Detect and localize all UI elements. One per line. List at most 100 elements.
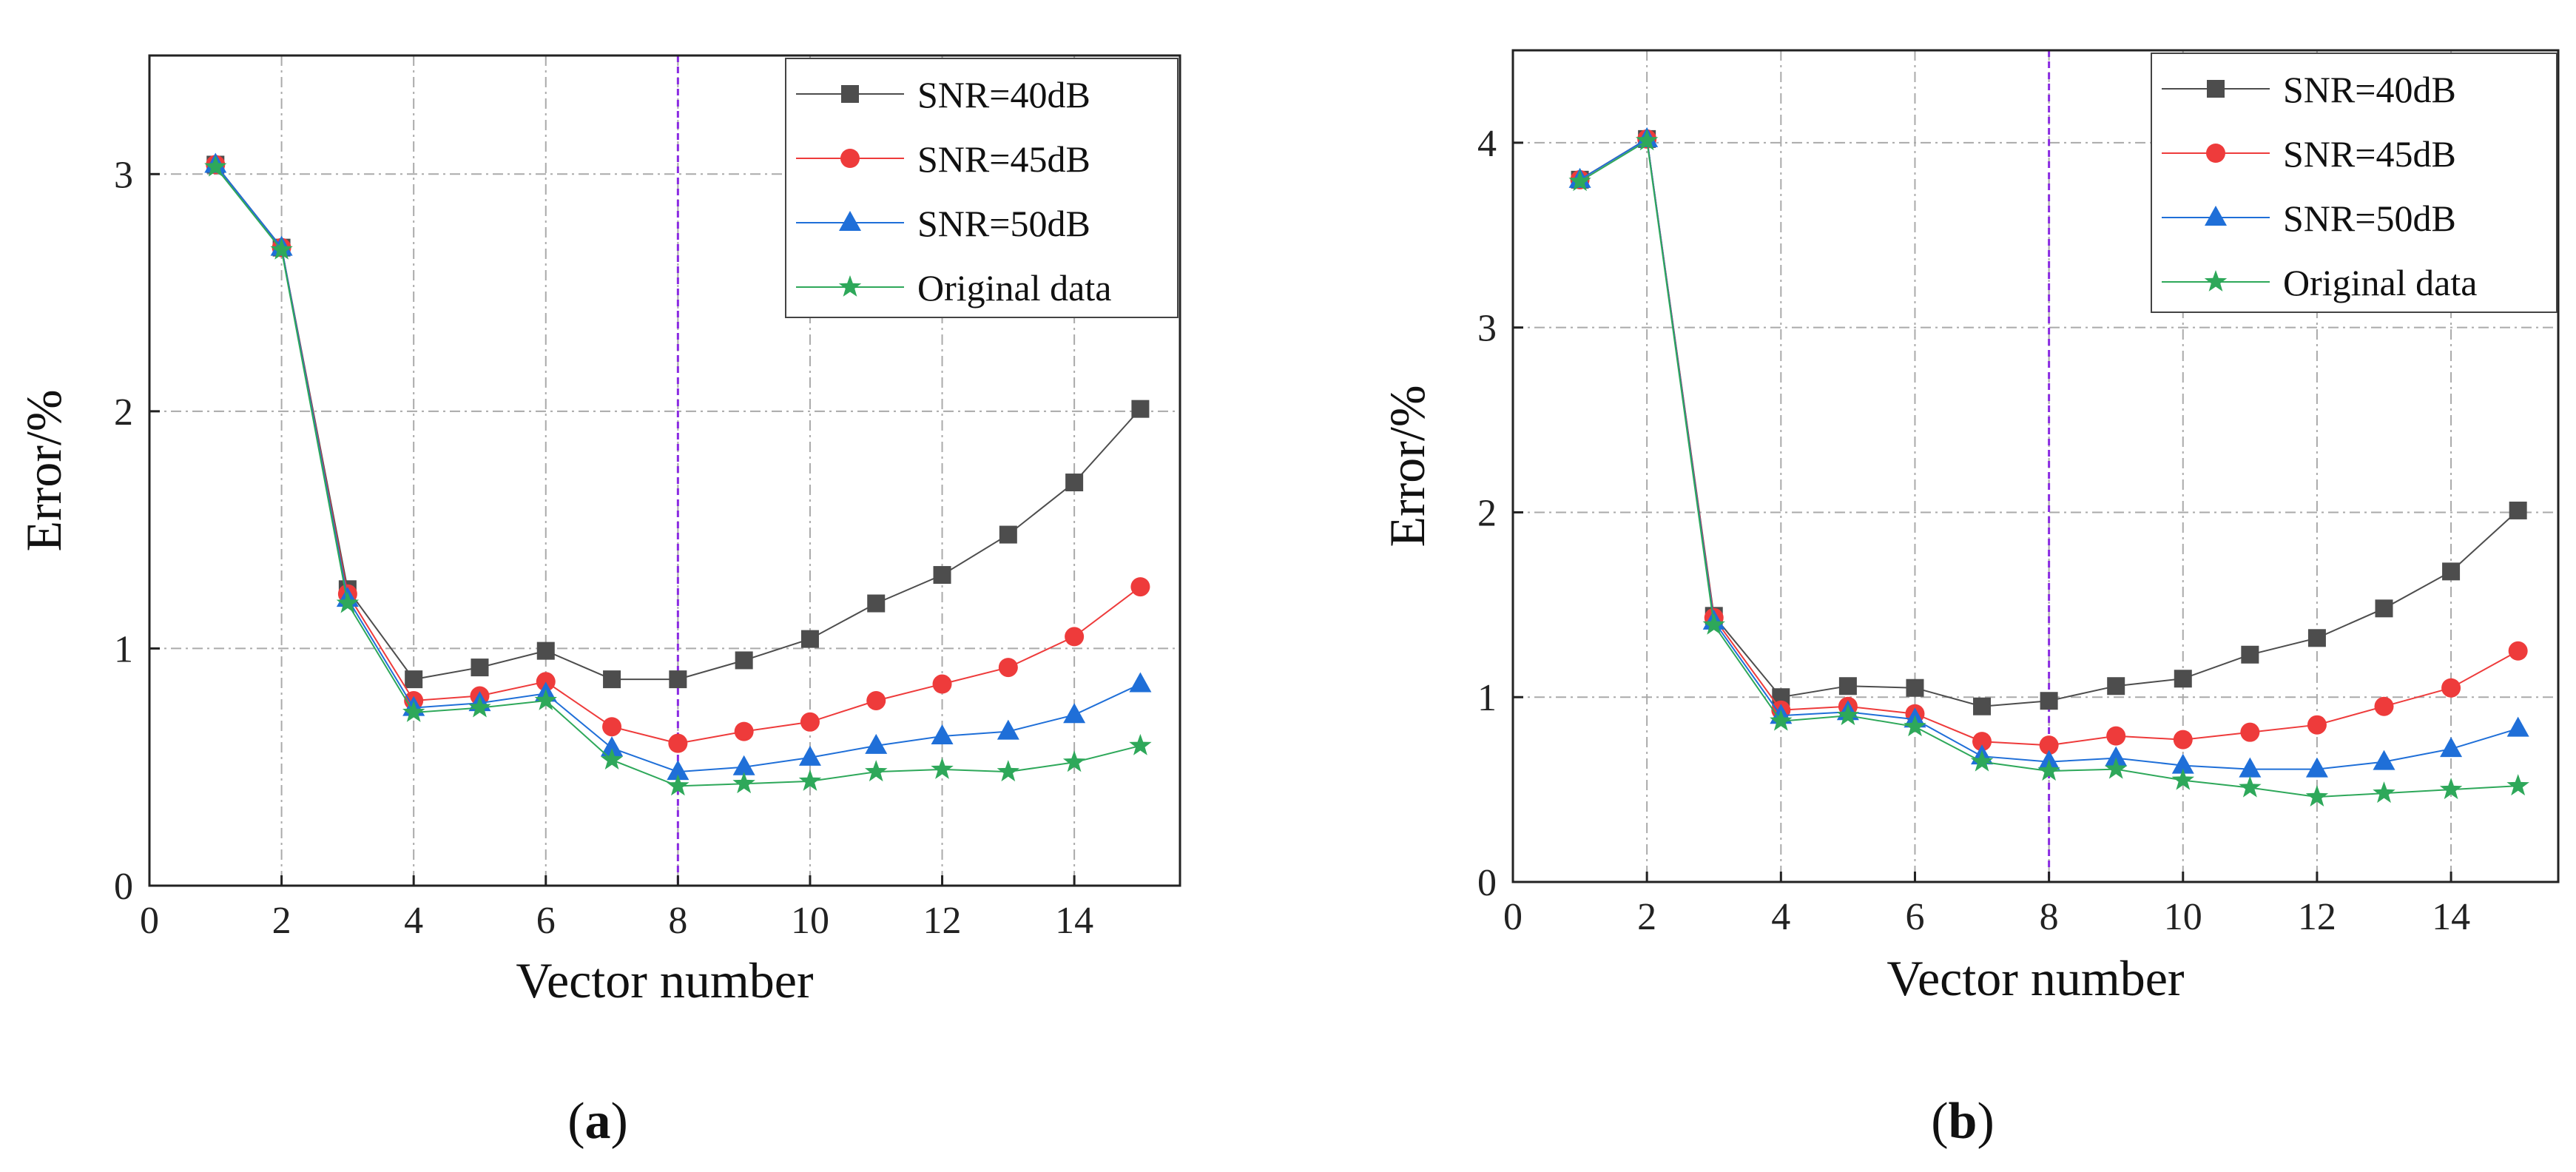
data-point-b-s3-9 (2171, 768, 2194, 790)
y-axis-label-b: Error/% (1379, 385, 1435, 547)
caption-a-open: ( (567, 1093, 584, 1150)
data-point-a-s2-9 (798, 745, 821, 766)
caption-a-close: ) (611, 1093, 628, 1150)
data-point-b-s1-9 (2173, 730, 2193, 750)
data-point-b-s0-10 (2241, 645, 2259, 664)
legend-label-b-2: SNR=50dB (2283, 198, 2456, 239)
data-point-b-s3-13 (2439, 778, 2463, 800)
x-tick-label-a-1: 2 (272, 900, 291, 942)
data-point-b-s3-12 (2373, 781, 2395, 804)
data-point-b-s3-6 (1970, 750, 1994, 772)
data-point-a-s0-11 (933, 566, 951, 585)
data-point-b-s0-7 (2040, 692, 2058, 710)
data-point-b-s1-10 (2240, 722, 2260, 742)
data-point-b-s3-2 (1702, 613, 1725, 635)
legend-marker-a-1 (840, 149, 860, 168)
x-tick-label-b-7: 14 (2432, 896, 2470, 938)
data-point-b-s2-12 (2373, 750, 2395, 770)
data-point-a-s0-10 (867, 594, 886, 613)
data-point-b-s0-14 (2509, 501, 2527, 519)
data-point-a-s1-13 (1065, 627, 1085, 647)
data-point-b-s2-9 (2171, 753, 2194, 774)
data-point-a-s3-14 (1129, 733, 1152, 755)
data-point-b-s3-0 (1568, 169, 1591, 192)
x-tick-label-b-5: 10 (2164, 896, 2202, 938)
x-tick-label-b-3: 6 (1905, 896, 1924, 938)
data-point-b-s3-8 (2105, 757, 2128, 779)
data-point-b-s2-8 (2105, 746, 2128, 767)
data-point-a-s1-8 (734, 721, 754, 741)
data-point-b-s0-13 (2442, 562, 2461, 581)
data-point-b-s3-4 (1836, 704, 1860, 726)
legend-marker-b-0 (2207, 80, 2225, 98)
x-tick-label-b-0: 0 (1503, 896, 1523, 938)
data-point-a-s3-4 (468, 696, 491, 718)
caption-b: (b) (1931, 1093, 1995, 1150)
plot-frame-b (1511, 49, 2560, 883)
legend-marker-a-0 (841, 85, 859, 103)
x-tick-label-a-0: 0 (140, 900, 159, 942)
data-point-a-s2-6 (601, 736, 624, 757)
data-point-b-s3-1 (1635, 129, 1659, 151)
data-point-a-s2-8 (732, 755, 755, 775)
y-tick-label-b-0: 0 (1477, 862, 1497, 904)
legend-marker-b-3 (2204, 270, 2228, 292)
data-point-a-s3-11 (931, 757, 954, 779)
legend-marker-a-3 (838, 275, 862, 297)
data-point-b-s3-14 (2506, 774, 2529, 796)
x-tick-label-a-3: 6 (536, 900, 556, 942)
y-tick-label-b-1: 1 (1477, 677, 1497, 719)
data-point-a-s1-9 (800, 712, 820, 732)
caption-a: (a) (567, 1093, 628, 1150)
y-tick-label-b-4: 4 (1477, 123, 1497, 165)
x-axis-label-a: Vector number (516, 952, 814, 1008)
data-point-a-s2-11 (931, 724, 954, 745)
legend-label-b-0: SNR=40dB (2283, 69, 2456, 110)
data-point-a-s0-8 (735, 651, 753, 670)
y-tick-label-a-3: 3 (114, 154, 133, 196)
data-point-b-s0-12 (2375, 599, 2393, 618)
data-point-a-s3-6 (600, 748, 624, 769)
data-point-b-s1-6 (1972, 732, 1992, 752)
data-point-a-s1-6 (602, 717, 622, 737)
data-point-a-s0-14 (1131, 400, 1150, 418)
plot-frame-a (148, 54, 1181, 887)
data-point-a-s0-6 (603, 670, 621, 689)
data-point-a-s0-13 (1065, 474, 1084, 492)
data-point-a-s3-13 (1062, 750, 1086, 772)
data-point-b-s1-8 (2106, 726, 2126, 746)
caption-b-close: ) (1977, 1093, 1994, 1150)
data-point-a-s3-5 (534, 689, 557, 710)
data-point-a-s1-7 (668, 733, 688, 753)
legend-label-b-3: Original data (2283, 262, 2477, 303)
data-point-a-s3-7 (667, 774, 689, 796)
legend-marker-a-2 (839, 211, 861, 231)
y-tick-label-a-1: 1 (114, 628, 133, 670)
x-tick-label-b-6: 12 (2298, 896, 2336, 938)
data-point-a-s0-7 (669, 670, 687, 689)
data-point-a-s0-3 (405, 670, 423, 689)
x-tick-label-b-4: 8 (2040, 896, 2059, 938)
data-point-b-s2-10 (2239, 757, 2262, 778)
data-point-b-s3-11 (2305, 785, 2329, 806)
data-point-a-s3-9 (798, 769, 822, 791)
data-point-a-s0-9 (800, 630, 819, 648)
x-tick-label-a-5: 10 (791, 900, 829, 942)
y-tick-label-a-0: 0 (114, 866, 133, 908)
data-point-a-s1-12 (998, 658, 1018, 678)
y-tick-label-a-2: 2 (114, 391, 133, 434)
data-point-b-s1-14 (2508, 641, 2528, 661)
data-point-b-s1-13 (2441, 678, 2461, 698)
caption-b-open: ( (1931, 1093, 1948, 1150)
data-point-b-s2-13 (2440, 737, 2463, 758)
data-point-a-s0-12 (999, 525, 1017, 544)
data-point-b-s0-6 (1973, 697, 1992, 715)
data-point-b-s0-11 (2307, 629, 2326, 647)
x-axis-label-b: Vector number (1887, 950, 2185, 1006)
data-point-b-s3-7 (2037, 759, 2060, 781)
data-point-a-s3-2 (336, 591, 360, 613)
data-point-a-s2-10 (865, 733, 888, 754)
data-point-a-s2-12 (997, 719, 1019, 740)
caption-b-letter: b (1949, 1093, 1977, 1150)
data-point-a-s2-13 (1063, 703, 1086, 724)
